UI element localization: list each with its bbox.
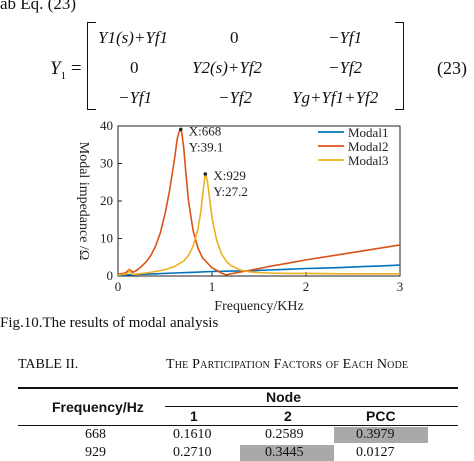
table-subheader-pcc: PCC (366, 408, 396, 424)
series-line-modal2 (117, 128, 401, 276)
table-subheader-node1: 1 (190, 408, 198, 424)
datatip-y-label: Y:39.1 (189, 139, 224, 154)
datatip-marker (178, 127, 183, 132)
equation-number: (23) (437, 58, 467, 78)
matrix-right-bracket (395, 22, 404, 110)
table-title: The Participation Factors of Each Node (166, 357, 409, 372)
equation-lhs: Y1 = (50, 58, 82, 82)
matrix-cell-r1c1: Y1(s)+Yf1 (98, 28, 169, 47)
table-header-frequency: Frequency/Hz (52, 399, 144, 415)
x-tick-label: 1 (209, 279, 216, 294)
table-cell-node1-row2: 0.2710 (173, 445, 212, 460)
table-cell-node1-row1: 0.1610 (173, 427, 212, 442)
legend-label-modal3: Modal3 (348, 153, 388, 168)
matrix-cell-r2c1: 0 (130, 58, 139, 77)
x-axis-label: Frequency/KHz (214, 299, 303, 314)
table-cell-node2-row1: 0.2589 (265, 427, 304, 442)
table-highlight-row1 (334, 427, 428, 443)
matrix-cell-r3c3: Yg+Yf1+Yf2 (292, 88, 379, 107)
table-cell-pcc-row1: 0.3979 (356, 427, 395, 442)
legend-label-modal2: Modal2 (348, 139, 388, 154)
figure-caption: Fig.10.The results of modal analysis (0, 315, 219, 331)
matrix-cell-r1c2: 0 (230, 28, 239, 47)
table-cell-freq-row1: 668 (85, 427, 106, 442)
datatip-x-label: X:929 (213, 168, 246, 183)
table-top-rule (18, 387, 458, 389)
table-label: TABLE II. (18, 357, 79, 372)
table-node-rule (165, 406, 458, 407)
series-line-modal1 (117, 264, 401, 277)
y-tick-label: 0 (107, 268, 114, 283)
y-tick-label: 10 (100, 231, 113, 246)
x-tick-label: 3 (397, 279, 404, 294)
y-axis-label: Modal impedance /Ω (76, 142, 91, 260)
top-reference-text: ab Eq. (23) (0, 0, 77, 13)
x-tick-label: 2 (303, 279, 310, 294)
equation-lhs-symbol: Y (50, 58, 61, 79)
matrix-cell-r1c3: −Yf1 (328, 28, 363, 47)
matrix-cell-r3c2: −Yf2 (218, 88, 253, 107)
matrix-cell-r2c3: −Yf2 (328, 58, 363, 77)
y-tick-label: 20 (100, 193, 113, 208)
series-line-modal3 (117, 173, 400, 276)
datatip-x-label: X:668 (189, 123, 222, 138)
matrix-cell-r3c1: −Yf1 (118, 88, 153, 107)
datatip-y-label: Y:27.2 (213, 184, 248, 199)
x-tick-label: 0 (115, 279, 122, 294)
table-subheader-node2: 2 (284, 408, 292, 424)
table-cell-pcc-row2: 0.0127 (356, 445, 395, 460)
equation-equals: = (70, 58, 82, 79)
table-cell-freq-row2: 929 (85, 445, 106, 460)
equation-lhs-subscript: 1 (60, 69, 67, 82)
table-header-rule (18, 425, 458, 426)
y-tick-label: 40 (100, 118, 113, 133)
table-cell-node2-row2: 0.3445 (265, 445, 304, 460)
matrix-cell-r2c2: Y2(s)+Yf2 (192, 58, 263, 77)
datatip-marker (203, 172, 208, 176)
legend-label-modal1: Modal1 (348, 125, 388, 140)
table-header-node: Node (266, 389, 301, 405)
y-tick-label: 30 (100, 156, 113, 171)
matrix-left-bracket (87, 22, 96, 110)
